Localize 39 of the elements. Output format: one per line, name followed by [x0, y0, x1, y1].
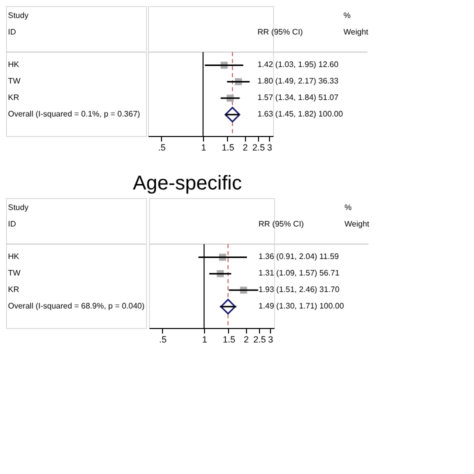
data-label: 1.63 (1.45, 1.82) 100.00: [258, 110, 344, 119]
y-tick-label: HK: [8, 252, 20, 262]
data-label: 1.93 (1.51, 2.46) 31.70: [258, 285, 340, 294]
data-label: 1.36 (0.91, 2.04) 11.59: [258, 252, 340, 262]
text: Study: [8, 202, 28, 212]
x-tick-label: 1.5: [222, 334, 236, 344]
data-label: 1.57 (1.34, 1.84) 51.07: [258, 93, 339, 102]
y-tick-label: TW: [8, 76, 21, 86]
x-tick-label: 1: [201, 142, 206, 152]
x-tick-label: 2: [242, 142, 248, 152]
x-tick-label: 2.5: [253, 334, 266, 344]
text: RR (95% CI): [258, 27, 304, 36]
text: Weight: [344, 219, 370, 228]
data-label: 1.31 (1.09, 1.57) 56.71: [258, 268, 340, 278]
x-tick-label: 1: [202, 334, 208, 344]
y-tick-label: KR: [8, 285, 20, 294]
y-tick-label: KR: [8, 93, 20, 102]
text: %: [344, 202, 352, 212]
x-tick-label: 2.5: [252, 142, 265, 152]
data-label: 1.42 (1.03, 1.95) 12.60: [258, 60, 339, 70]
y-tick-label: Overall (I-squared = 0.1%, p = 0.367): [8, 110, 140, 119]
text: %: [344, 10, 351, 20]
text: RR (95% CI): [258, 219, 304, 228]
x-tick-label: 1.5: [222, 142, 234, 152]
data-label: 1.49 (1.30, 1.71) 100.00: [258, 302, 344, 311]
data-label: 1.80 (1.49, 2.17) 36.33: [258, 76, 339, 86]
text: ID: [8, 219, 16, 228]
text: ID: [8, 27, 16, 36]
text: Weight: [344, 27, 370, 36]
y-tick-label: HK: [8, 60, 20, 70]
chart-title: Age-specific: [132, 172, 242, 194]
x-tick-label: .5: [159, 334, 167, 344]
x-tick-label: 3: [268, 334, 274, 344]
x-tick-label: .5: [158, 142, 166, 152]
x-tick-label: 2: [244, 334, 249, 344]
x-tick-label: 3: [267, 142, 272, 152]
y-tick-label: TW: [8, 268, 21, 278]
y-tick-label: Overall (I-squared = 68.9%, p = 0.040): [8, 302, 145, 311]
text: Study: [8, 10, 28, 20]
